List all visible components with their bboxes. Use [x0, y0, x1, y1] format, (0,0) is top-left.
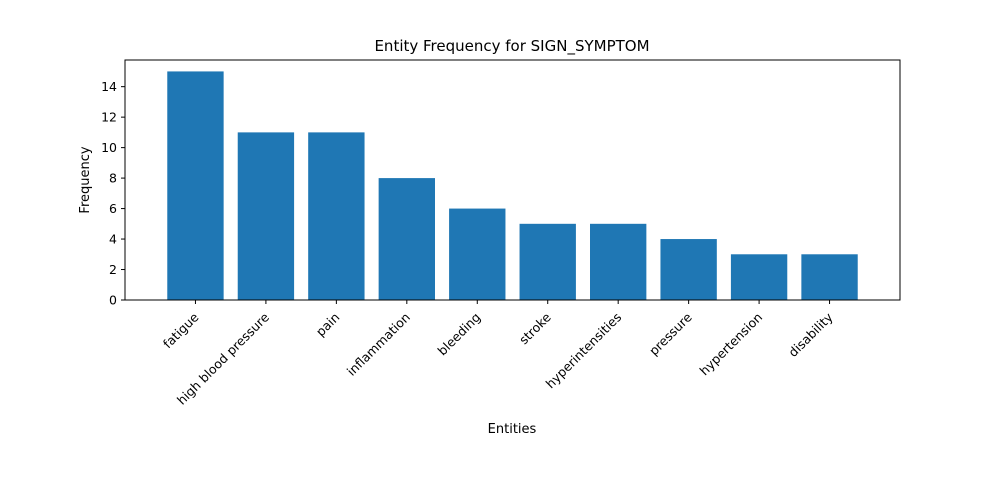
y-tick-label: 8: [109, 171, 117, 186]
y-tick-label: 0: [109, 293, 117, 308]
y-tick-label: 12: [101, 110, 117, 125]
chart-title: Entity Frequency for SIGN_SYMPTOM: [374, 37, 649, 56]
bar-pressure: [660, 239, 717, 300]
bar-pain: [308, 132, 365, 300]
bar-high-blood-pressure: [237, 132, 295, 300]
bar-inflammation: [378, 178, 435, 300]
bar-bleeding: [449, 208, 506, 300]
y-tick-label: 4: [109, 232, 117, 247]
x-axis-label: Entities: [488, 422, 537, 437]
bar-fatigue: [167, 71, 224, 300]
y-tick-label: 10: [101, 140, 117, 155]
bar-hypertension: [730, 254, 788, 300]
y-axis: 0 2 4 6 8 10 12 14: [101, 79, 125, 308]
y-tick-label: 14: [101, 79, 117, 94]
y-axis-label: Frequency: [78, 146, 93, 213]
y-tick-label: 6: [109, 201, 117, 216]
bar-hyperintensities: [590, 223, 647, 300]
bar-disability: [801, 254, 858, 300]
bars-group: [167, 71, 858, 300]
bar-stroke: [519, 223, 576, 300]
y-tick-label: 2: [109, 262, 117, 277]
plot-frame: [124, 59, 901, 301]
